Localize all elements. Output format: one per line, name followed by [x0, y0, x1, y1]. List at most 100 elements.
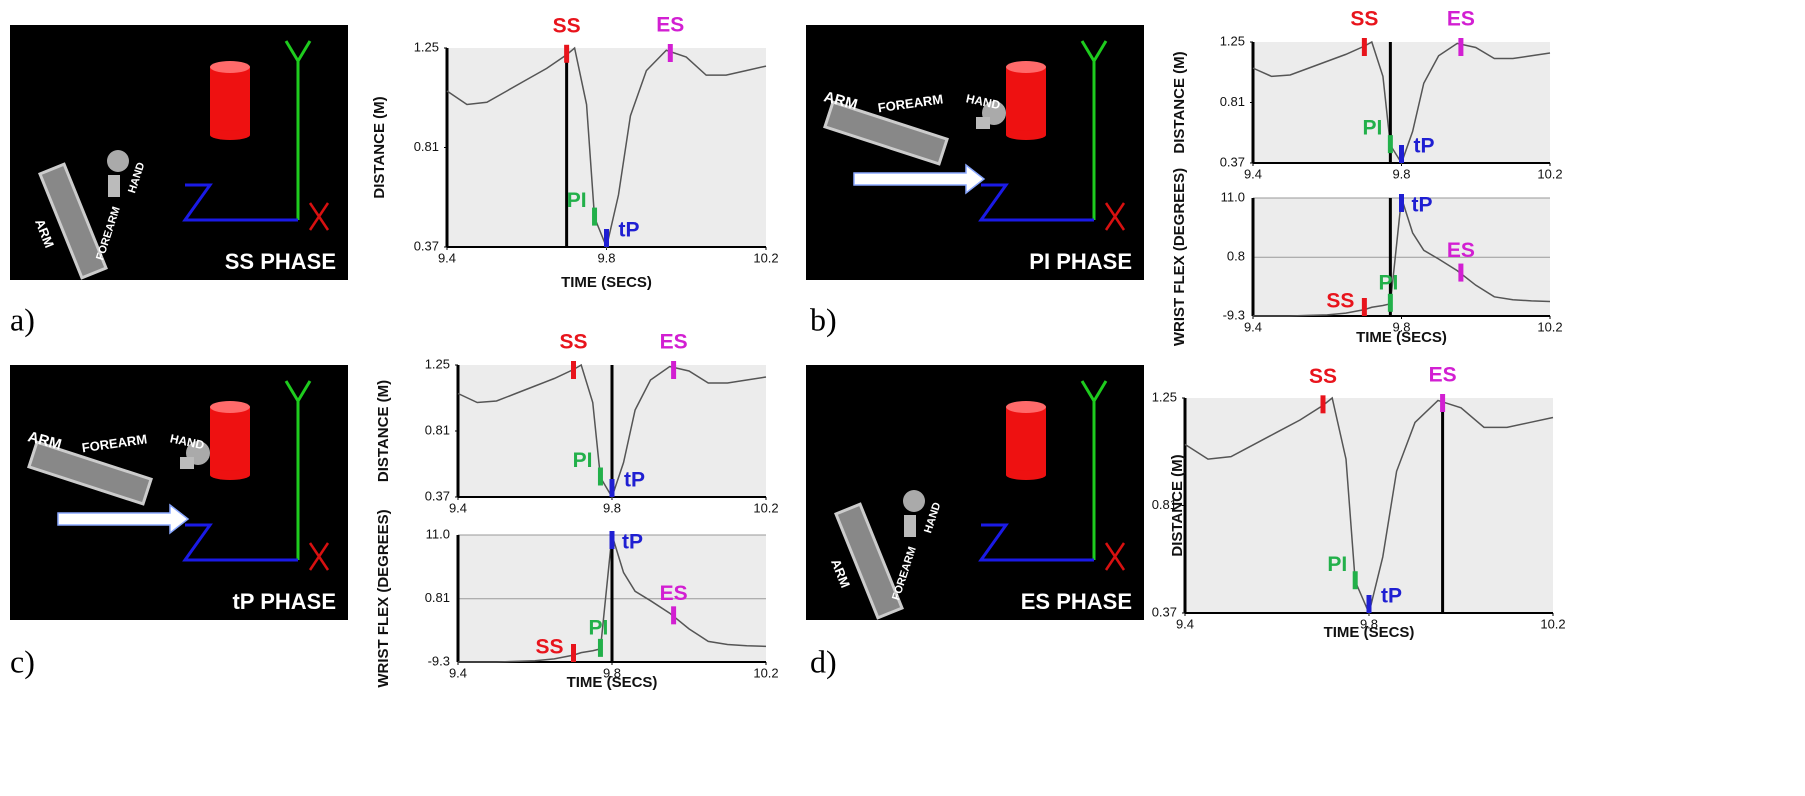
- y-tick-label: 0.81: [425, 590, 450, 605]
- y-axis-label: DISTANCE (M): [375, 380, 392, 482]
- event-label: ES: [660, 331, 688, 354]
- cylinder-bottom: [210, 130, 250, 140]
- x-tick-label: 9.4: [438, 250, 456, 265]
- event-marker: [1399, 194, 1404, 212]
- scene-panel: ARMFOREARMHANDYXZES PHASE: [806, 365, 1144, 620]
- x-axis-label: TIME (SECS): [561, 274, 652, 291]
- y-axis-label: WRIST FLEX (DEGREES): [1171, 168, 1188, 346]
- event-label: SS: [1350, 8, 1378, 31]
- event-marker: [668, 44, 673, 62]
- panel-label: d): [810, 643, 837, 679]
- x-tick-label: 9.4: [449, 500, 467, 515]
- event-marker: [1440, 394, 1445, 412]
- x-tick-label: 10.2: [1540, 616, 1565, 631]
- event-marker: [1458, 264, 1463, 282]
- event-marker: [592, 208, 597, 226]
- event-marker: [571, 361, 576, 379]
- scene-panel: ARMFOREARMHANDYXZSS PHASE: [10, 25, 348, 280]
- event-marker: [604, 229, 609, 247]
- cylinder: [1006, 407, 1046, 475]
- y-tick-label: 1.25: [425, 356, 450, 371]
- event-label: ES: [660, 582, 688, 605]
- y-tick-label: -9.3: [428, 653, 450, 668]
- event-label: tP: [619, 219, 640, 242]
- event-marker: [598, 468, 603, 486]
- y-tick-label: 1.25: [1152, 389, 1177, 404]
- phase-label: tP PHASE: [232, 589, 336, 614]
- x-tick-label: 10.2: [753, 500, 778, 515]
- x-tick-label: 10.2: [1537, 319, 1562, 334]
- event-marker: [1388, 294, 1393, 312]
- cylinder-bottom: [210, 470, 250, 480]
- x-axis-label: TIME (SECS): [567, 674, 658, 691]
- event-marker: [1362, 298, 1367, 316]
- event-label: PI: [1363, 117, 1383, 140]
- y-tick-label: 0.37: [1220, 154, 1245, 169]
- event-marker: [671, 361, 676, 379]
- x-tick-label: 10.2: [1537, 166, 1562, 181]
- x-tick-label: 9.4: [449, 665, 467, 680]
- x-axis-label: TIME (SECS): [1356, 329, 1447, 346]
- event-marker: [1362, 38, 1367, 56]
- figure: ARMFOREARMHANDYXZSS PHASE a) ARMFOREARMHAN…: [0, 0, 1805, 796]
- forearm: [180, 457, 194, 469]
- forearm: [108, 175, 120, 197]
- event-marker: [571, 644, 576, 662]
- y-axis-label: DISTANCE (M): [371, 96, 388, 198]
- x-tick-label: 9.4: [1176, 616, 1194, 631]
- panel-label: c): [10, 643, 35, 679]
- y-tick-label: 0.8: [1227, 249, 1245, 264]
- phase-label: PI PHASE: [1029, 249, 1132, 274]
- event-label: ES: [1429, 364, 1457, 387]
- event-label: SS: [1309, 365, 1337, 388]
- event-label: SS: [559, 331, 587, 354]
- x-tick-label: 10.2: [753, 665, 778, 680]
- cylinder: [210, 67, 250, 135]
- event-label: tP: [1414, 135, 1435, 158]
- cylinder-top: [1006, 401, 1046, 413]
- event-marker: [671, 606, 676, 624]
- event-marker: [610, 531, 615, 549]
- event-label: tP: [1381, 585, 1402, 608]
- y-tick-label: 0.81: [425, 422, 450, 437]
- y-tick-label: 11.0: [1221, 189, 1245, 204]
- plot-background: [1185, 398, 1553, 613]
- panel-label: b): [810, 301, 837, 337]
- event-marker: [598, 639, 603, 657]
- x-tick-label: 10.2: [753, 250, 778, 265]
- forearm: [976, 117, 990, 129]
- event-label: SS: [535, 636, 563, 659]
- y-axis-label: DISTANCE (M): [1171, 51, 1188, 153]
- event-label: tP: [624, 469, 645, 492]
- x-tick-label: 9.8: [603, 500, 621, 515]
- event-label: tP: [1412, 194, 1433, 217]
- plot-background: [447, 48, 766, 247]
- event-marker: [610, 479, 615, 497]
- event-label: ES: [656, 14, 684, 37]
- y-tick-label: -9.3: [1223, 307, 1245, 322]
- event-label: SS: [1326, 290, 1354, 313]
- event-marker: [1458, 38, 1463, 56]
- event-label: SS: [553, 14, 581, 37]
- event-label: PI: [589, 616, 609, 639]
- phase-label: ES PHASE: [1021, 589, 1132, 614]
- x-tick-label: 9.8: [1392, 166, 1410, 181]
- cylinder-bottom: [1006, 470, 1046, 480]
- cylinder: [1006, 67, 1046, 135]
- event-marker: [1353, 571, 1358, 589]
- event-label: ES: [1447, 239, 1475, 262]
- y-tick-label: 11.0: [426, 526, 450, 541]
- scene-panel: ARMFOREARMHANDYXZPI PHASE: [806, 25, 1144, 280]
- cylinder-bottom: [1006, 130, 1046, 140]
- event-label: PI: [567, 189, 587, 212]
- event-marker: [1399, 145, 1404, 163]
- y-tick-label: 1.25: [414, 39, 439, 54]
- event-marker: [1321, 395, 1326, 413]
- panel-label: a): [10, 301, 35, 337]
- y-tick-label: 0.81: [414, 139, 439, 154]
- event-marker: [564, 45, 569, 63]
- x-axis-label: TIME (SECS): [1324, 624, 1415, 641]
- event-label: PI: [573, 449, 593, 472]
- x-tick-label: 9.4: [1244, 319, 1262, 334]
- event-label: PI: [1327, 553, 1347, 576]
